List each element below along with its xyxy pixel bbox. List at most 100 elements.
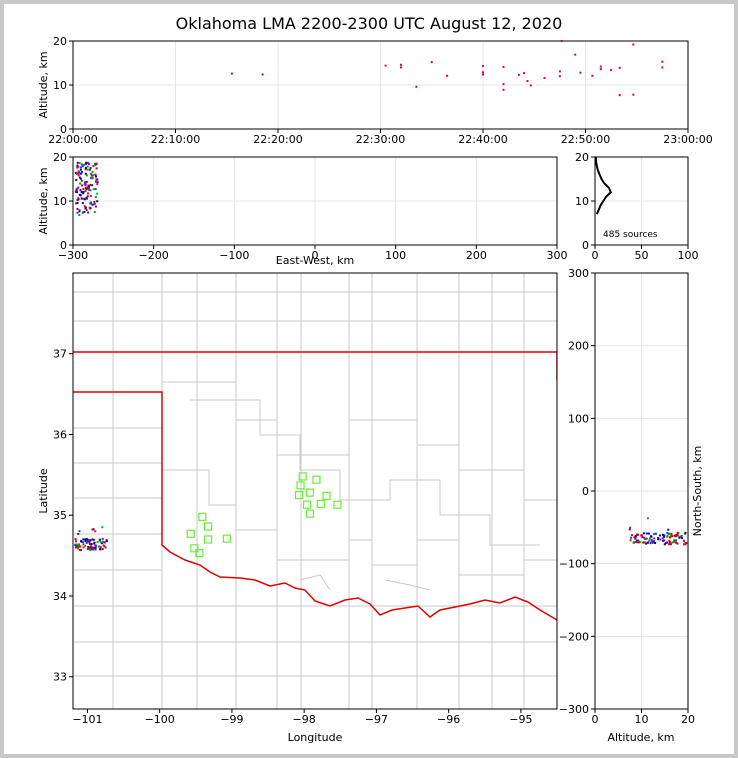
ew-altitude-source-point: [94, 180, 97, 183]
altitude-ns-ytick-label: 300: [568, 267, 589, 280]
ew-altitude-source-point: [84, 207, 87, 210]
altitude-ns-source-point: [641, 536, 644, 539]
time-height-xtick-label: 22:00:00: [48, 133, 97, 146]
ew-altitude-source-point: [88, 206, 91, 209]
ew-altitude-ytick-label: 0: [60, 239, 67, 252]
lma-station-marker: [222, 534, 231, 543]
altitude-ns-source-point: [629, 526, 632, 529]
ew-altitude-source-point: [93, 200, 96, 203]
ew-altitude-source-point: [83, 205, 86, 208]
plan-view-source-point: [91, 528, 94, 531]
ew-altitude-source-point: [75, 179, 78, 182]
altitude-ns-source-point: [669, 541, 672, 544]
lma-station-marker: [302, 500, 312, 509]
ew-altitude-source-point: [83, 198, 86, 201]
altitude-ns-source-point: [636, 541, 639, 544]
plan-view-xlabel: Longitude: [288, 731, 343, 744]
lma-station-marker: [298, 472, 307, 481]
altitude-ns-source-point: [668, 543, 671, 546]
ew-altitude-source-point: [75, 188, 78, 191]
time-height-source-point: [502, 65, 505, 68]
altitude-ns-source-point: [667, 533, 670, 536]
plan-view-source-point: [79, 540, 82, 543]
ew-altitude-source-point: [89, 166, 92, 169]
ew-altitude-source-point: [86, 187, 89, 190]
plan-view-source-point: [76, 546, 79, 549]
ew-altitude-source-point: [75, 172, 78, 175]
altitude-ns-source-point: [664, 541, 667, 544]
plan-view-source-point: [86, 548, 89, 551]
ew-altitude-source-point: [82, 192, 85, 195]
plan-view-source-point: [78, 548, 81, 551]
ew-altitude-source-point: [81, 202, 84, 205]
plan-view-source-point: [74, 538, 77, 541]
altitude-histogram-panel: 0 50 100 0 10 20 485 sources: [575, 151, 699, 262]
altitude-ns-source-point: [663, 543, 666, 546]
altitude-ns-source-point: [637, 533, 640, 536]
altitude-histogram-line: [594, 157, 613, 215]
plan-view-xtick-label: −95: [509, 713, 532, 726]
plan-view-ytick-label: 34: [53, 590, 67, 603]
ew-altitude-source-point: [77, 165, 80, 168]
altitude-ns-source-point: [658, 534, 661, 537]
altitude-ns-source-point: [656, 538, 659, 541]
plan-view-source-point: [79, 549, 82, 552]
time-height-source-point: [502, 88, 505, 91]
plan-view-source-point: [93, 547, 96, 550]
ew-altitude-source-point: [96, 181, 99, 184]
ew-altitude-source-point: [78, 210, 81, 213]
state-border: [73, 351, 557, 621]
plan-view-source-point: [99, 546, 102, 549]
time-height-source-point: [482, 65, 484, 68]
altitude-ns-source-point: [637, 539, 640, 542]
altitude-ns-source-point: [684, 531, 687, 534]
altitude-ns-ylabel: North-South, km: [691, 446, 704, 537]
lma-station-marker: [203, 535, 213, 544]
ew-altitude-source-point: [93, 202, 96, 205]
plan-view-xtick-label: −98: [293, 713, 316, 726]
time-height-xtick-label: 22:20:00: [253, 133, 302, 146]
altitude-ns-source-point: [683, 543, 686, 546]
plan-view-source-point: [78, 530, 81, 533]
plan-view-source-point: [90, 543, 93, 546]
time-height-source-point: [661, 66, 664, 69]
ew-altitude-xtick-label: −100: [219, 249, 249, 262]
altitude-ns-source-point: [659, 538, 662, 541]
altitude-ns-source-point: [657, 537, 660, 540]
time-height-source-point: [618, 66, 621, 69]
plan-view-xtick-label: −101: [72, 713, 102, 726]
altitude-ns-source-point: [642, 541, 645, 544]
lma-station-marker: [312, 475, 321, 484]
ew-altitude-source-point: [95, 162, 98, 165]
ew-altitude-source-point: [80, 184, 83, 187]
ew-altitude-source-point: [78, 214, 81, 217]
time-height-panel: 22:00:00 22:10:00 22:20:00 22:30:00 22:40:00…: [37, 35, 713, 146]
altitude-ns-source-point: [637, 541, 640, 544]
time-height-xtick-label: 22:30:00: [356, 133, 405, 146]
time-height-source-point: [430, 61, 433, 64]
plan-view-source-point: [82, 546, 85, 549]
ew-altitude-source-point: [90, 172, 93, 175]
ew-altitude-source-point: [86, 192, 89, 195]
altitude-ns-source-point: [684, 532, 687, 535]
ew-altitude-source-point: [88, 189, 91, 192]
plan-view-source-point: [82, 540, 85, 543]
plan-view-source-point: [86, 540, 89, 543]
plan-view-source-point: [84, 539, 87, 542]
altitude-ns-source-point: [666, 532, 669, 535]
altitude-ns-source-point: [668, 539, 671, 542]
time-height-source-point: [230, 72, 233, 75]
altitude-ns-source-point: [652, 540, 655, 543]
ew-altitude-source-point: [78, 162, 81, 165]
altitude-ns-source-point: [634, 540, 637, 543]
plan-view-source-point: [99, 548, 102, 551]
ew-altitude-source-point: [76, 211, 79, 214]
time-height-xtick-label: 23:00:00: [663, 133, 712, 146]
plan-view-source-point: [94, 530, 97, 533]
altitude-ns-source-point: [629, 539, 632, 542]
altitude-ns-source-point: [668, 536, 671, 539]
ew-altitude-source-point: [84, 186, 87, 189]
altitude-ns-source-point: [673, 534, 676, 537]
ew-altitude-source-point: [82, 187, 85, 190]
